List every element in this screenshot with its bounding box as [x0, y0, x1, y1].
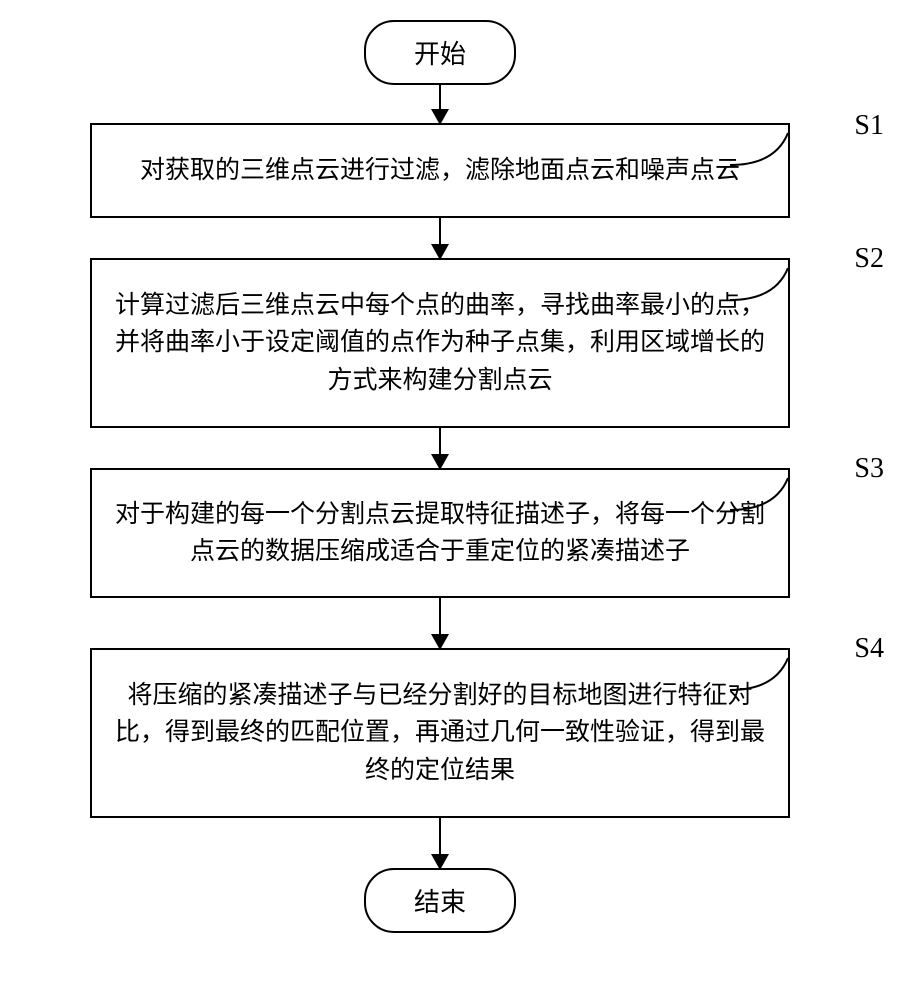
process-s3-text: 对于构建的每一个分割点云提取特征描述子，将每一个分割点云的数据压缩成适合于重定位…	[110, 496, 770, 571]
flowchart-container: 开始 对获取的三维点云进行过滤，滤除地面点云和噪声点云 S1 计算过滤后三维点云…	[60, 20, 820, 933]
arrow-s1-s2	[439, 218, 441, 258]
arrow-s2-s3	[439, 428, 441, 468]
label-s2: S2	[854, 238, 884, 280]
label-s4: S4	[854, 628, 884, 670]
label-s3: S3	[854, 448, 884, 490]
end-label: 结束	[414, 888, 466, 917]
start-label: 开始	[414, 40, 466, 69]
process-s1: 对获取的三维点云进行过滤，滤除地面点云和噪声点云 S1	[90, 123, 790, 218]
arrow-start-s1	[439, 85, 441, 123]
arrow-s4-end	[439, 818, 441, 868]
arrow-s3-s4	[439, 598, 441, 648]
process-s2-text: 计算过滤后三维点云中每个点的曲率，寻找曲率最小的点，并将曲率小于设定阈值的点作为…	[110, 287, 770, 400]
process-s1-text: 对获取的三维点云进行过滤，滤除地面点云和噪声点云	[140, 152, 740, 190]
process-s2: 计算过滤后三维点云中每个点的曲率，寻找曲率最小的点，并将曲率小于设定阈值的点作为…	[90, 258, 790, 428]
label-s1: S1	[854, 105, 884, 147]
process-s3: 对于构建的每一个分割点云提取特征描述子，将每一个分割点云的数据压缩成适合于重定位…	[90, 468, 790, 598]
process-s4: 将压缩的紧凑描述子与已经分割好的目标地图进行特征对比，得到最终的匹配位置，再通过…	[90, 648, 790, 818]
start-terminal: 开始	[364, 20, 516, 85]
end-terminal: 结束	[364, 868, 516, 933]
process-s4-text: 将压缩的紧凑描述子与已经分割好的目标地图进行特征对比，得到最终的匹配位置，再通过…	[110, 677, 770, 790]
